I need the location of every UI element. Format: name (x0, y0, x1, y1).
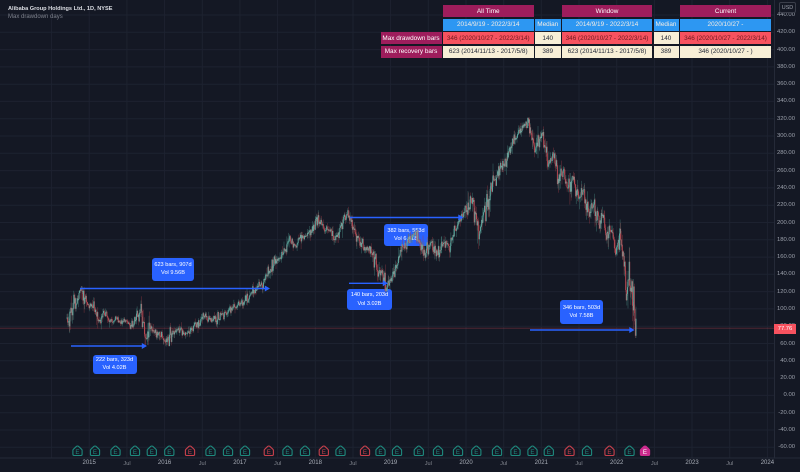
svg-text:E: E (607, 449, 611, 456)
svg-text:E: E (395, 449, 399, 456)
svg-text:E: E (436, 449, 440, 456)
svg-text:E: E (530, 449, 534, 456)
svg-text:E: E (643, 449, 647, 456)
svg-text:E: E (208, 449, 212, 456)
svg-text:E: E (133, 449, 137, 456)
svg-text:E: E (285, 449, 289, 456)
svg-text:E: E (322, 449, 326, 456)
svg-text:E: E (167, 449, 171, 456)
svg-text:E: E (226, 449, 230, 456)
svg-text:E: E (150, 449, 154, 456)
svg-text:E: E (456, 449, 460, 456)
svg-text:E: E (495, 449, 499, 456)
svg-text:E: E (363, 449, 367, 456)
svg-text:E: E (627, 449, 631, 456)
svg-text:E: E (513, 449, 517, 456)
svg-text:E: E (585, 449, 589, 456)
svg-text:E: E (267, 449, 271, 456)
svg-text:E: E (474, 449, 478, 456)
svg-text:E: E (188, 449, 192, 456)
svg-text:E: E (567, 449, 571, 456)
svg-text:E: E (93, 449, 97, 456)
svg-text:E: E (338, 449, 342, 456)
svg-text:E: E (547, 449, 551, 456)
svg-text:E: E (417, 449, 421, 456)
svg-text:E: E (75, 449, 79, 456)
svg-text:E: E (378, 449, 382, 456)
svg-text:E: E (303, 449, 307, 456)
svg-text:E: E (113, 449, 117, 456)
svg-text:E: E (243, 449, 247, 456)
